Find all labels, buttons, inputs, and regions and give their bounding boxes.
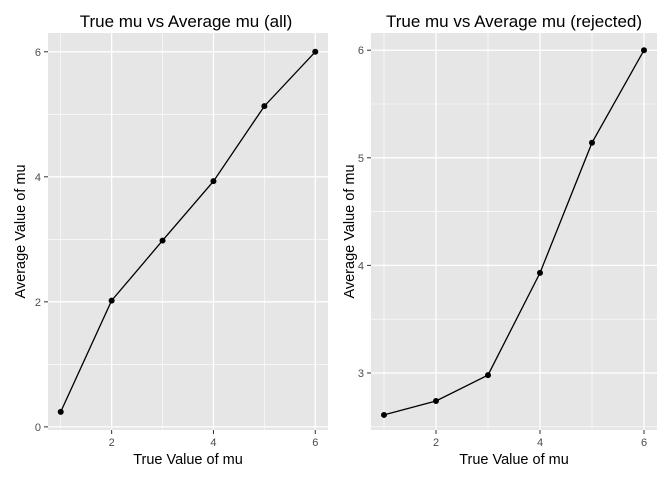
plot-background [371,33,657,430]
data-point [485,372,491,379]
chart-panel-all: 2 4 6 0 2 4 6 True mu vs Average mu (all) True… [13,12,328,468]
chart-title: True mu vs Average mu (rejected) [386,12,642,31]
data-point [57,408,64,415]
data-point [261,103,268,110]
y-tick-label: 3 [358,368,364,380]
x-tick-label: 4 [537,437,543,449]
x-tick-label: 6 [312,437,318,449]
x-tick-label: 2 [433,437,439,449]
gridlines [48,33,328,430]
data-series [381,47,647,418]
data-point [312,48,319,55]
y-tick-label: 4 [358,260,364,272]
y-tick-label: 2 [35,297,41,309]
y-tick-label: 0 [35,422,41,434]
x-axis-label: True Value of mu [459,452,569,468]
plot-background [48,33,328,430]
y-tick-label: 6 [358,45,364,57]
chart-panel-rejected: 2 4 6 3 4 5 6 True mu vs Average mu (rejected)… [342,12,657,468]
x-tick-label: 2 [109,437,115,449]
chart-title: True mu vs Average mu (all) [80,12,293,31]
x-tick-label: 6 [641,437,647,449]
data-point [159,237,166,244]
data-point [641,47,647,54]
series-line [383,49,645,416]
axis-ticks: 2 4 6 0 2 4 6 [35,47,318,449]
data-point [210,178,217,185]
data-point [589,139,595,146]
y-tick-label: 4 [35,172,41,184]
data-point [108,297,115,304]
x-axis-label: True Value of mu [133,452,243,468]
y-axis-label: Average Value of mu [13,164,29,298]
data-point [537,269,543,276]
gridlines [371,33,657,430]
axis-ticks: 2 4 6 3 4 5 6 [358,45,647,449]
data-point [381,411,387,418]
y-tick-label: 6 [35,47,41,59]
data-point [433,397,439,404]
series-line [60,51,316,413]
y-tick-label: 5 [358,153,364,165]
y-axis-label: Average Value of mu [342,164,358,298]
data-series [57,48,319,415]
x-tick-label: 4 [210,437,216,449]
